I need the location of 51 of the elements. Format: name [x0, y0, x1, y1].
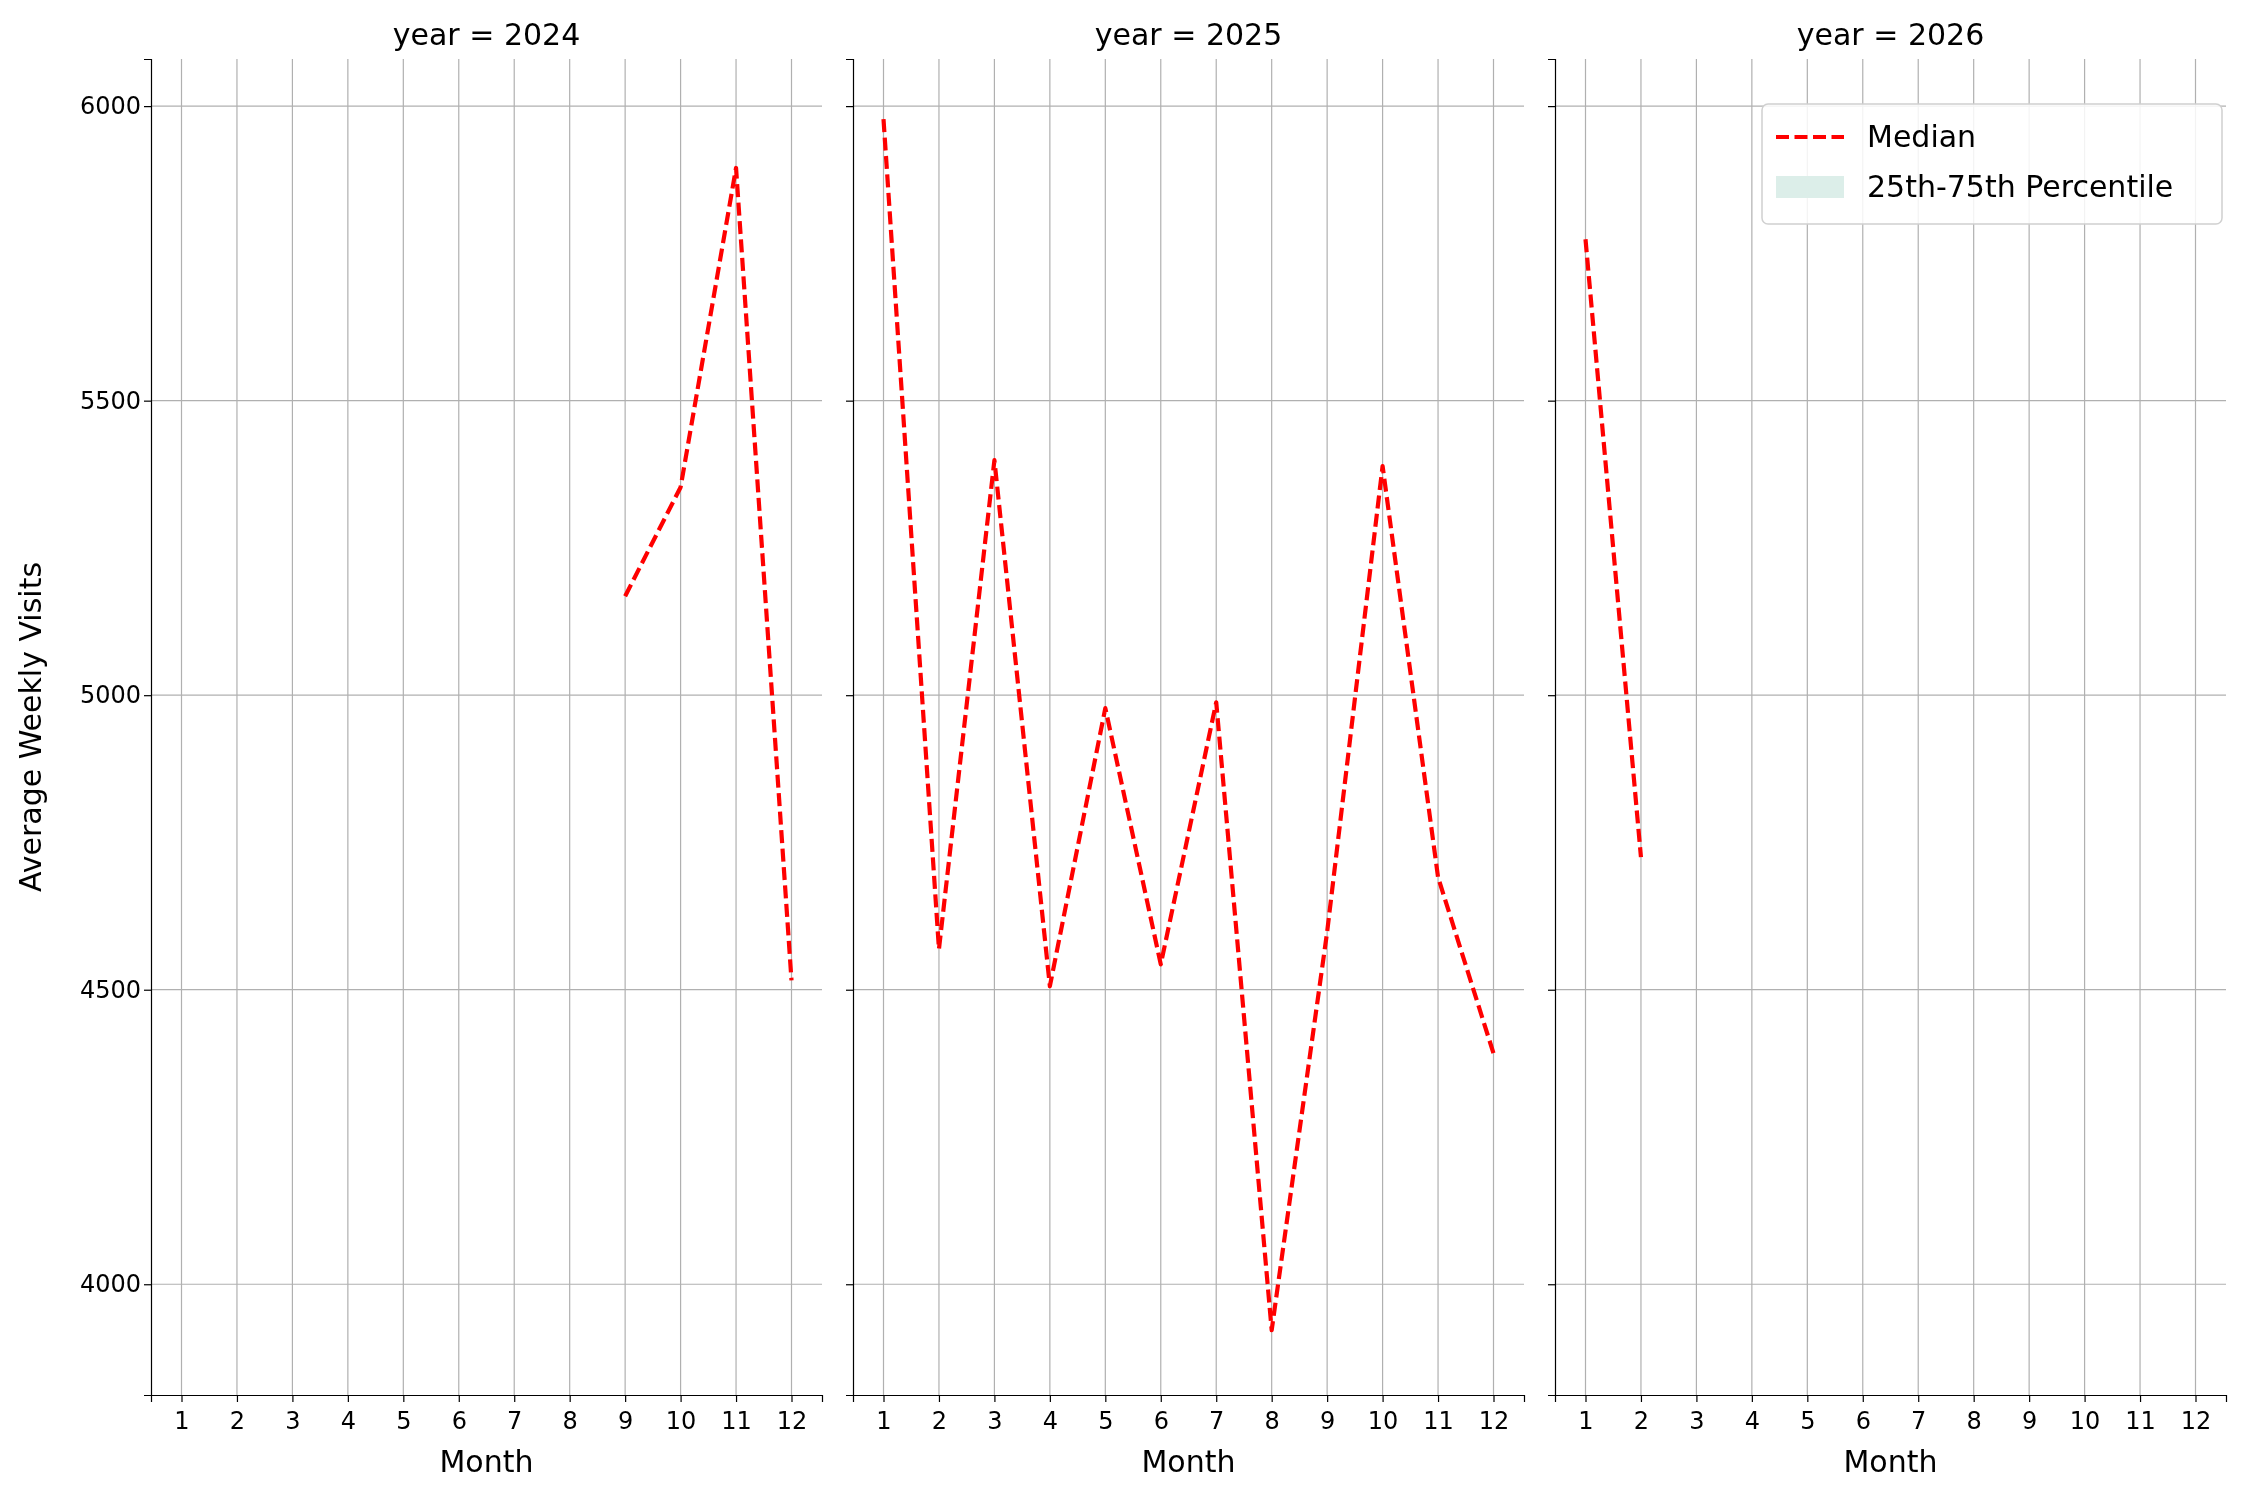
y-tick-label: 4500: [79, 975, 141, 1004]
x-tick-label: 9: [2022, 1407, 2038, 1435]
y-tick-label: 4000: [79, 1270, 141, 1299]
x-tick-label: 4: [1042, 1407, 1058, 1435]
x-tick-label: 10: [1367, 1407, 1399, 1435]
x-tick-label: 7: [1209, 1407, 1225, 1435]
x-tick-label: 10: [2069, 1407, 2101, 1435]
y-tick-label: 5000: [79, 681, 141, 710]
x-tick-label: 8: [1264, 1407, 1280, 1435]
x-tick-label: 11: [721, 1407, 752, 1435]
x-tick-label: 12: [776, 1407, 808, 1435]
x-tick-label: 3: [285, 1407, 301, 1435]
x-tick-label: 3: [987, 1407, 1003, 1435]
x-tick-label: 11: [2125, 1407, 2156, 1435]
annotation: 25th-75th Percentile: [1867, 169, 2174, 204]
x-tick-label: 1: [1578, 1407, 1594, 1435]
x-tick-label: 1: [174, 1407, 190, 1435]
y-axis-title: Average Weekly Visits: [13, 561, 48, 893]
x-tick-label: 9: [1320, 1407, 1336, 1435]
x-tick-label: 6: [451, 1407, 467, 1435]
x-tick-label: 10: [665, 1407, 697, 1435]
x-tick-label: 12: [1478, 1407, 1510, 1435]
x-tick-label: 5: [1098, 1407, 1114, 1435]
chart-title: year = 2025: [1094, 17, 1283, 52]
x-tick-label: 7: [1911, 1407, 1927, 1435]
x-tick-label: 8: [562, 1407, 578, 1435]
x-tick-label: 1: [876, 1407, 892, 1435]
line-series: [623, 165, 794, 983]
x-tick-label: 2: [931, 1407, 948, 1435]
chart-title: year = 2026: [1796, 17, 1985, 52]
chart-title: year = 2024: [392, 17, 581, 52]
x-axis-title: Month: [1843, 1444, 1938, 1479]
x-tick-label: 6: [1855, 1407, 1871, 1435]
x-axis-title: Month: [439, 1444, 534, 1479]
x-tick-label: 6: [1153, 1407, 1169, 1435]
x-tick-label: 4: [1744, 1407, 1760, 1435]
x-tick-label: 2: [229, 1407, 246, 1435]
x-tick-label: 3: [1689, 1407, 1705, 1435]
x-tick-label: 5: [1800, 1407, 1816, 1435]
x-tick-label: 11: [1423, 1407, 1454, 1435]
x-tick-label: 2: [1633, 1407, 1650, 1435]
x-axis-title: Month: [1141, 1444, 1236, 1479]
y-tick-label: 5500: [79, 386, 141, 415]
y-tick-label: 6000: [79, 92, 141, 121]
x-tick-label: 12: [2180, 1407, 2212, 1435]
x-tick-label: 9: [618, 1407, 634, 1435]
legend-label: Median: [1867, 119, 1977, 154]
x-tick-label: 4: [340, 1407, 356, 1435]
x-tick-label: 7: [507, 1407, 523, 1435]
x-tick-label: 5: [396, 1407, 412, 1435]
x-tick-label: 8: [1966, 1407, 1982, 1435]
